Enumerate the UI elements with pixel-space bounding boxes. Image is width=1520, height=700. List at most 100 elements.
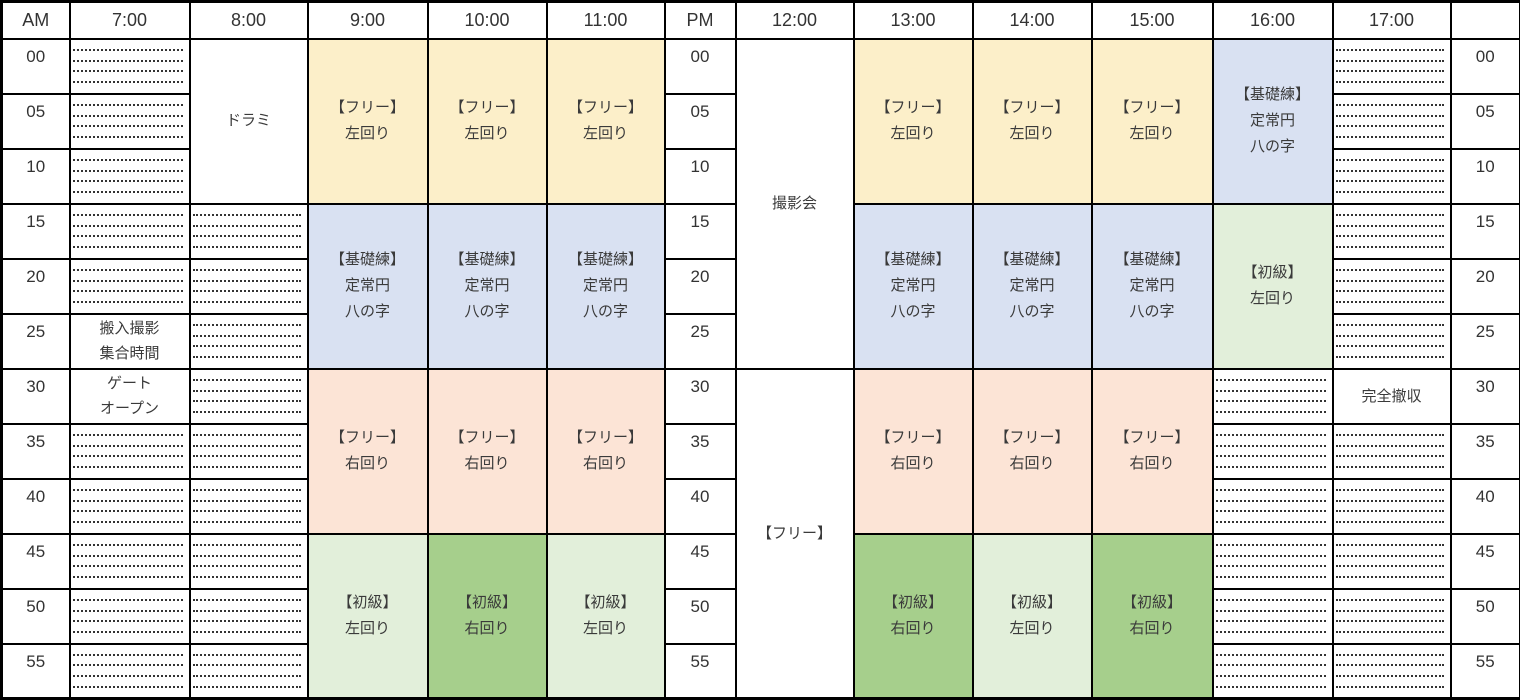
hatch-cell: [188, 587, 309, 645]
block-label: 搬入撮影: [99, 320, 160, 337]
schedule-row: 35 35 35: [0, 422, 1520, 480]
hatch-line: [1215, 499, 1326, 502]
minute-cell-mid: 15: [663, 202, 737, 260]
schedule-block: 【フリー】 右回り: [545, 367, 666, 535]
hatch-cell: [1331, 37, 1452, 95]
hatch-pattern: [1335, 426, 1449, 477]
schedule-block: 【フリー】 左回り: [1090, 37, 1214, 205]
minute-cell-left: 55: [0, 642, 71, 700]
hatch-cell: [68, 202, 191, 260]
hatch-line: [192, 455, 301, 458]
minute-cell-right: 50: [1449, 587, 1520, 645]
hatch-line: [1215, 510, 1326, 513]
block-label: 右回り: [890, 455, 936, 472]
hatch-cell: [68, 147, 191, 205]
hatch-line: [1215, 575, 1326, 578]
hatch-line: [1335, 499, 1444, 502]
hatch-line: [1335, 630, 1444, 633]
hatch-line: [1215, 389, 1326, 392]
block-label: 定常円: [344, 277, 390, 294]
hatch-line: [1335, 235, 1444, 238]
hatch-line: [192, 685, 301, 688]
block-label: 【初級】: [337, 593, 398, 611]
schedule-body: 00 ドラミ 【フリー】 左回り 【フリー】 左回り 【フリー】 左回り 00 撮影会 【フリー】左…: [0, 37, 1520, 700]
hatch-line: [1335, 575, 1444, 578]
hatch-line: [1215, 434, 1326, 437]
block-label: 【初級】: [456, 593, 517, 611]
hatch-line: [1335, 653, 1444, 656]
hatch-line: [1215, 410, 1326, 413]
hatch-pattern: [192, 646, 306, 697]
hatch-pattern: [1335, 316, 1449, 367]
hatch-line: [192, 269, 301, 272]
minute-cell-left: 40: [0, 477, 71, 535]
hatch-line: [1335, 520, 1444, 523]
schedule-block: 【フリー】 左回り: [852, 37, 974, 205]
block-label: 左回り: [344, 125, 390, 142]
hatch-cell: [188, 367, 309, 425]
block-label: 八の字: [890, 303, 936, 320]
minute-cell-left: 10: [0, 147, 71, 205]
block-label: 【フリー】: [1114, 429, 1190, 446]
schedule-row: 50 50 50: [0, 587, 1520, 645]
hatch-pattern: [72, 96, 188, 147]
minute-cell-right: 15: [1449, 202, 1520, 260]
hatch-line: [192, 599, 301, 602]
hatch-line: [192, 664, 301, 667]
minute-cell-mid: 25: [663, 312, 737, 370]
hatch-line: [72, 169, 183, 172]
hatch-pattern: [72, 151, 188, 202]
hatch-pattern: [72, 41, 188, 92]
hatch-cell: [1331, 257, 1452, 315]
hatch-line: [1215, 653, 1326, 656]
hatch-line: [1215, 554, 1326, 557]
minute-cell-mid: 35: [663, 422, 737, 480]
hour-header-8: 8:00: [188, 0, 309, 40]
block-label: 【フリー】: [756, 524, 832, 542]
block-label: 【基礎練】: [875, 251, 951, 268]
hatch-pattern: [1335, 151, 1449, 202]
hatch-pattern: [72, 591, 188, 642]
hatch-line: [1335, 345, 1444, 348]
hatch-line: [72, 675, 183, 678]
hatch-cell: [1211, 642, 1334, 700]
hatch-line: [1335, 685, 1444, 688]
hatch-line: [192, 499, 301, 502]
hatch-cell: [1331, 587, 1452, 645]
schedule-row: 30 ゲート オープン 【フリー】 右回り 【フリー】 右回り 【フリー】 右回り 30 【フリー】…: [0, 367, 1520, 700]
minute-cell-left: 50: [0, 587, 71, 645]
hatch-line: [72, 190, 183, 193]
block-label: ゲート: [106, 375, 152, 392]
hatch-line: [192, 630, 301, 633]
hatch-line: [1335, 675, 1444, 678]
block-label: 【フリー】: [994, 429, 1070, 446]
hatch-cell: [1211, 422, 1334, 480]
hatch-line: [1215, 565, 1326, 568]
hatch-line: [1335, 434, 1444, 437]
block-label: 定常円: [890, 277, 936, 294]
hatch-line: [72, 214, 183, 217]
hatch-line: [1335, 664, 1444, 667]
hatch-pattern: [1215, 426, 1331, 477]
hatch-line: [1215, 544, 1326, 547]
hour-header-11: 11:00: [545, 0, 666, 40]
hatch-line: [192, 620, 301, 623]
schedule-block: 【基礎練】 定常円 八の字: [426, 202, 548, 370]
minute-cell-right: 20: [1449, 257, 1520, 315]
minute-cell-right: 30: [1449, 367, 1520, 425]
schedule-block: 【初級】 左回り: [971, 532, 1093, 700]
minute-cell-left: 15: [0, 202, 71, 260]
hatch-line: [72, 599, 183, 602]
block-label: 八の字: [464, 303, 510, 320]
hatch-line: [192, 444, 301, 447]
hatch-line: [1335, 334, 1444, 337]
block-label: 【初級】: [575, 593, 636, 611]
block-label: 八の字: [1249, 138, 1295, 155]
hatch-pattern: [1335, 41, 1449, 92]
block-label: 【フリー】: [567, 429, 643, 446]
hatch-pattern: [192, 481, 306, 532]
hatch-line: [1335, 300, 1444, 303]
block-label: 八の字: [344, 303, 390, 320]
block-label: 【フリー】: [994, 99, 1070, 116]
